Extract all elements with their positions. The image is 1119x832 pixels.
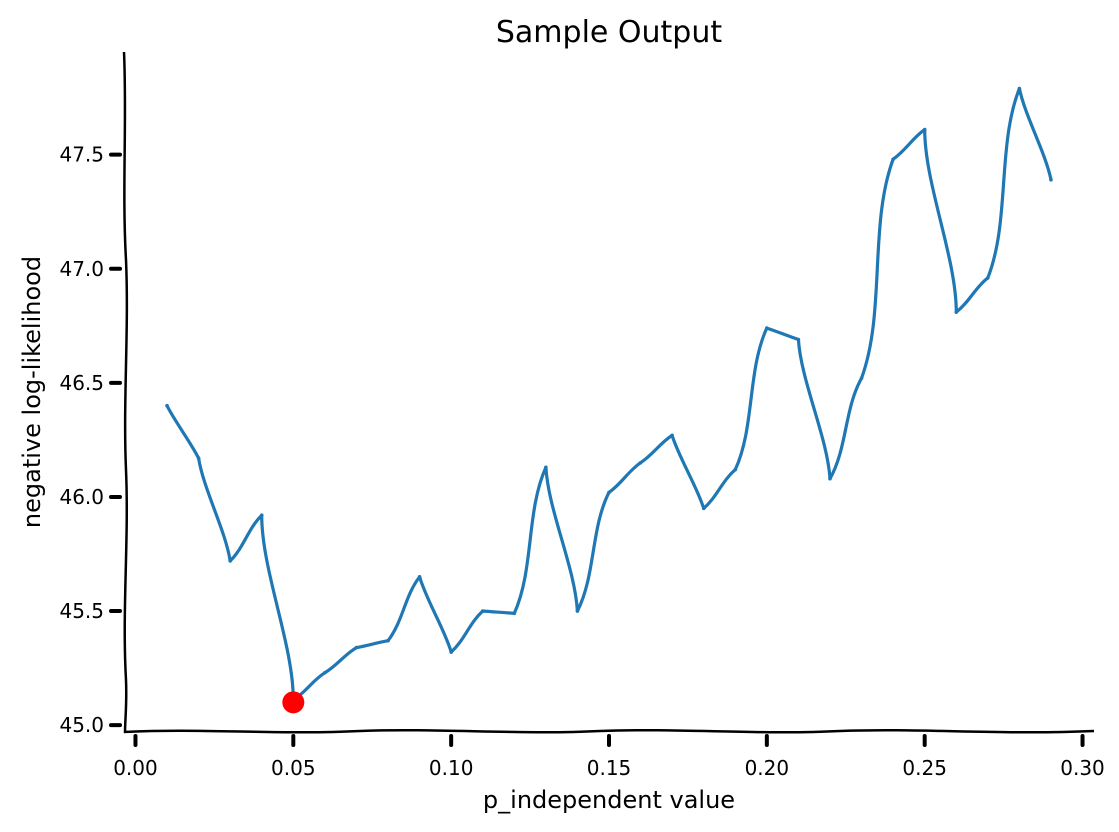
data-point [512, 611, 517, 616]
data-point [922, 127, 927, 132]
data-point [544, 465, 548, 470]
data-point [828, 476, 832, 481]
y-tick-label: 46.5 [59, 371, 104, 395]
x-ticks: 0.00 0.05 0.10 0.15 0.20 0.25 0.30 [113, 734, 1105, 780]
chart-title: Sample Output [496, 15, 722, 50]
data-point [449, 650, 453, 654]
data-point [796, 337, 801, 342]
minimum-marker [282, 691, 305, 714]
data-point [670, 433, 674, 438]
data-point [859, 376, 864, 381]
y-ticks: 45.0 45.5 46.0 46.5 47.0 47.5 [59, 143, 122, 737]
data-point [259, 513, 264, 518]
data-point [354, 645, 359, 650]
data-point [986, 276, 990, 280]
data-point [480, 609, 485, 613]
x-tick-label: 0.05 [271, 756, 316, 780]
data-point [575, 609, 580, 613]
series-line [165, 86, 1053, 702]
y-tick-label: 45.5 [59, 599, 104, 623]
data-point [323, 670, 327, 675]
y-axis-label: negative log-likelihood [18, 256, 46, 528]
y-tick-label: 47.5 [59, 143, 104, 167]
data-point [386, 638, 390, 643]
data-point [765, 326, 769, 330]
data-point [1049, 177, 1053, 182]
x-tick-label: 0.15 [587, 756, 632, 780]
y-tick-label: 46.0 [59, 485, 104, 509]
data-point [1017, 86, 1022, 91]
x-tick-label: 0.20 [745, 756, 790, 780]
y-tick-label: 47.0 [59, 257, 104, 281]
data-point [891, 157, 895, 162]
x-axis-label: p_independent value [483, 786, 735, 814]
data-point [417, 575, 422, 579]
data-point [638, 460, 643, 465]
data-point [607, 490, 611, 495]
data-point [165, 403, 169, 408]
x-axis-spine [123, 728, 1095, 734]
data-point [701, 506, 706, 511]
y-axis-spine [122, 51, 129, 734]
x-tick-label: 0.00 [113, 756, 158, 780]
data-point [954, 310, 959, 314]
x-tick-label: 0.30 [1060, 756, 1105, 780]
x-tick-label: 0.10 [429, 756, 474, 780]
data-point [733, 467, 738, 472]
x-tick-label: 0.25 [902, 756, 947, 780]
data-point [228, 559, 232, 563]
y-tick-label: 45.0 [59, 713, 104, 737]
series-layer [165, 86, 1053, 714]
data-point [196, 456, 201, 460]
